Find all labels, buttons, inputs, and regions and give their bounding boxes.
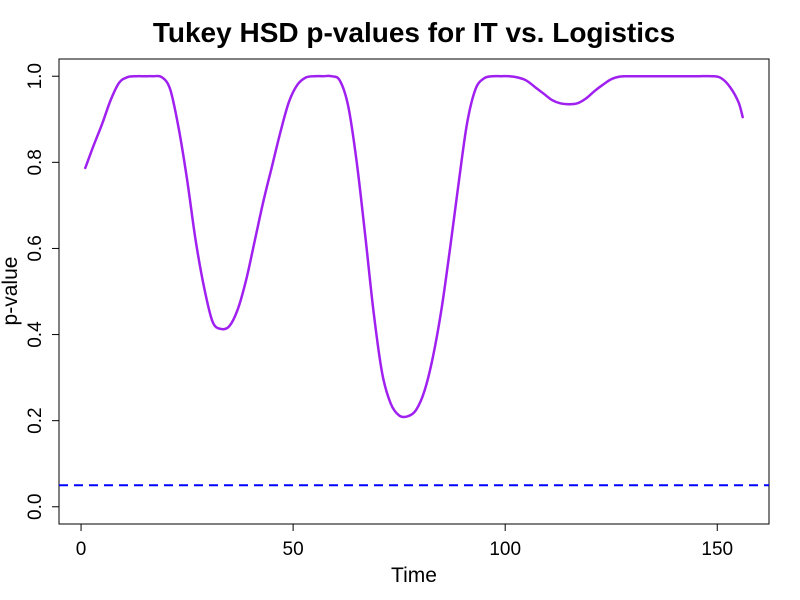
y-tick-label: 0.6 [25,235,46,261]
x-axis-label: Time [391,564,437,587]
y-tick-label: 0.8 [25,149,46,175]
x-tick-label: 150 [701,539,733,560]
y-axis-label: p-value [0,257,22,326]
y-tick-label: 0.2 [25,407,46,433]
series-layer [84,74,744,419]
y-tick-label: 0.4 [25,321,46,348]
x-axis: 0 50 100 150 [76,523,733,560]
series-line [84,74,744,419]
y-tick-label: 1.0 [25,63,46,89]
x-tick-label: 100 [489,539,521,560]
x-tick-label: 0 [76,539,87,560]
x-tick-label: 50 [283,539,304,560]
y-tick-label: 0.0 [25,494,46,520]
plot-area-border [58,58,770,525]
chart-title: Tukey HSD p-values for IT vs. Logistics [153,17,675,48]
y-axis: 0.0 0.2 0.4 0.6 0.8 1.0 [25,63,60,520]
